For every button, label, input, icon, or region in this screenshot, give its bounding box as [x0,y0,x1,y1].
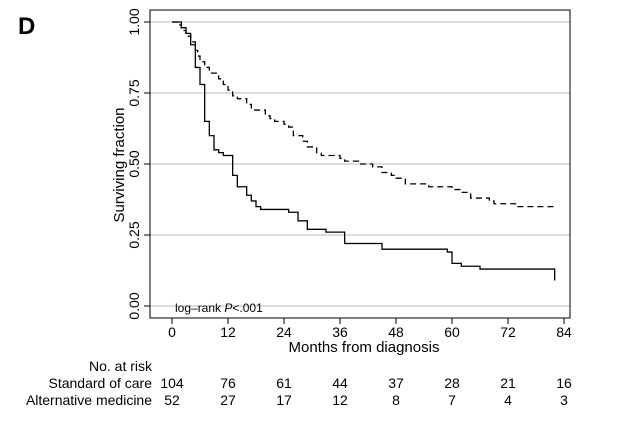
x-tick-label: 72 [500,324,516,340]
dashed-survival-curve [172,21,555,208]
x-tick-label: 36 [332,324,348,340]
risk-table-title: No. at risk [89,358,153,374]
risk-row-label: Standard of care [48,375,152,391]
survival-curves [172,21,556,281]
axes: 0.00 0.25 0.50 0.75 1.00 0 12 24 36 48 60 72 84 [126,8,572,340]
x-tick-label: 84 [556,324,572,340]
risk-value: 28 [444,375,460,391]
risk-value: 17 [276,392,292,408]
x-tick-label: 0 [168,324,176,340]
y-tick-label: 0.00 [126,292,142,319]
risk-value: 37 [388,375,404,391]
risk-value: 7 [448,392,456,408]
y-tick-label: 0.75 [126,79,142,106]
risk-value: 44 [332,375,348,391]
x-tick-label: 24 [276,324,292,340]
x-axis-label: Months from diagnosis [289,339,440,356]
risk-value: 61 [276,375,292,391]
risk-value: 8 [392,392,400,408]
risk-value: 21 [500,375,516,391]
risk-value: 104 [160,375,184,391]
risk-value: 27 [220,392,236,408]
risk-value: 4 [504,392,512,408]
risk-value: 16 [556,375,572,391]
y-axis-label: Surviving fraction [111,107,128,222]
panel-label: D [18,13,35,40]
x-tick-label: 12 [220,324,236,340]
log-rank-annotation: log–rank P<.001 [175,301,263,315]
risk-row-label: Alternative medicine [26,392,152,408]
y-tick-label: 0.50 [126,150,142,177]
y-tick-label: 1.00 [126,8,142,35]
risk-value: 12 [332,392,348,408]
risk-value: 76 [220,375,236,391]
x-tick-label: 60 [444,324,460,340]
risk-value: 52 [164,392,180,408]
solid-survival-curve [172,21,556,281]
y-tick-label: 0.25 [126,221,142,248]
number-at-risk-table: No. at risk Standard of care 104 76 61 44 37 2… [26,358,572,408]
risk-value: 3 [560,392,568,408]
x-tick-label: 48 [388,324,404,340]
